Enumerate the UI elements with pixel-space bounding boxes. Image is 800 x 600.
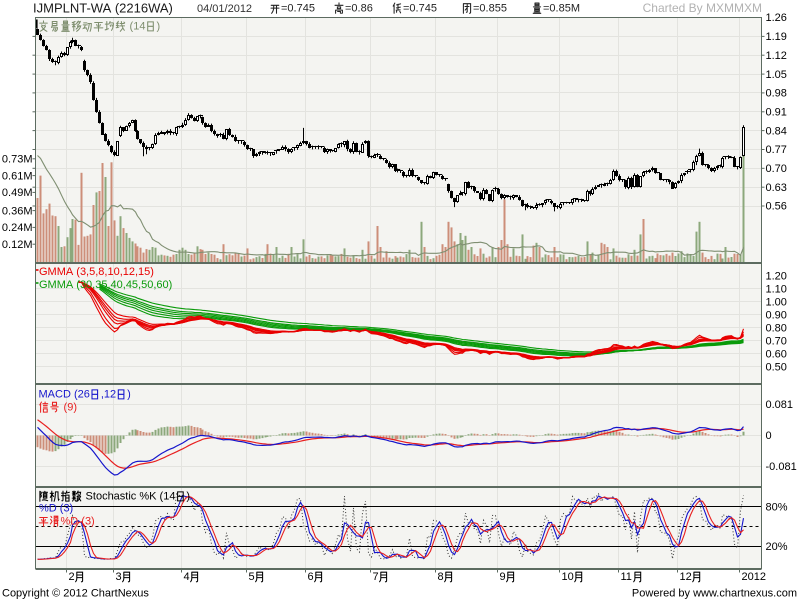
svg-text:04/01/2012: 04/01/2012 xyxy=(197,3,252,15)
svg-text:2012: 2012 xyxy=(742,571,766,583)
svg-text:%D (3): %D (3) xyxy=(39,503,73,515)
svg-text:): ) xyxy=(127,389,131,401)
svg-text:Copyright © 2012 ChartNexus: Copyright © 2012 ChartNexus xyxy=(2,588,149,600)
svg-text:1.05: 1.05 xyxy=(766,69,787,81)
svg-text:80%: 80% xyxy=(766,502,788,514)
svg-text:1.20: 1.20 xyxy=(766,270,787,282)
svg-text:(14: (14 xyxy=(127,21,146,33)
svg-text:=0.86: =0.86 xyxy=(345,3,373,15)
svg-text:20%: 20% xyxy=(766,541,788,553)
svg-text:%D (3): %D (3) xyxy=(61,516,95,528)
svg-text:(9): (9) xyxy=(61,402,78,414)
svg-text:8: 8 xyxy=(438,571,444,583)
svg-text:1.10: 1.10 xyxy=(766,283,787,295)
svg-text:Charted By MXMMXM: Charted By MXMMXM xyxy=(643,1,762,15)
svg-text:0.081: 0.081 xyxy=(766,399,794,411)
svg-text:11: 11 xyxy=(621,571,632,583)
svg-text:=0.745: =0.745 xyxy=(403,3,437,15)
svg-text:,12: ,12 xyxy=(101,389,116,401)
svg-text:MACD (26: MACD (26 xyxy=(39,389,90,401)
svg-text:): ) xyxy=(156,21,160,33)
svg-text:=0.85M: =0.85M xyxy=(543,3,580,15)
svg-text:0.56: 0.56 xyxy=(766,201,787,213)
svg-text:-0.081: -0.081 xyxy=(766,461,797,473)
svg-text:0.12M: 0.12M xyxy=(2,239,33,251)
svg-text:GMMA (3,5,8,10,12,15): GMMA (3,5,8,10,12,15) xyxy=(39,266,154,278)
svg-text:0.36M: 0.36M xyxy=(2,205,33,217)
svg-text:3: 3 xyxy=(116,571,122,583)
svg-text:=0.855: =0.855 xyxy=(473,3,507,15)
svg-text:0.60: 0.60 xyxy=(766,348,787,360)
svg-text:6: 6 xyxy=(308,571,314,583)
svg-text:12: 12 xyxy=(680,571,692,583)
svg-text:2: 2 xyxy=(69,571,75,583)
svg-text:0.50: 0.50 xyxy=(766,361,787,373)
svg-text:0.63: 0.63 xyxy=(766,182,787,194)
svg-text:=0.745: =0.745 xyxy=(281,3,315,15)
svg-text:Powered by www.chartnexus.com: Powered by www.chartnexus.com xyxy=(632,588,797,600)
svg-text:GMMA (30,35,40,45,50,60): GMMA (30,35,40,45,50,60) xyxy=(39,279,172,291)
svg-text:5: 5 xyxy=(249,571,255,583)
svg-text:): ) xyxy=(186,491,190,503)
svg-text:0.91: 0.91 xyxy=(766,106,787,118)
svg-text:IJMPLNT-WA (2216WA): IJMPLNT-WA (2216WA) xyxy=(33,1,173,16)
svg-text:0.84: 0.84 xyxy=(766,125,787,137)
svg-text:1.00: 1.00 xyxy=(766,296,787,308)
svg-text:Stochastic %K (14: Stochastic %K (14 xyxy=(83,491,176,503)
svg-text:0.80: 0.80 xyxy=(766,322,787,334)
svg-text:0: 0 xyxy=(766,430,772,442)
svg-text:4: 4 xyxy=(184,571,190,583)
svg-text:0.90: 0.90 xyxy=(766,309,787,321)
svg-text:0.70: 0.70 xyxy=(766,163,787,175)
svg-text:0.73M: 0.73M xyxy=(2,154,33,166)
svg-text:0.49M: 0.49M xyxy=(2,187,33,199)
svg-text:9: 9 xyxy=(500,571,506,583)
svg-text:0.98: 0.98 xyxy=(766,88,787,100)
svg-text:1.26: 1.26 xyxy=(766,12,787,24)
svg-text:1.19: 1.19 xyxy=(766,31,787,43)
svg-text:7: 7 xyxy=(373,571,379,583)
svg-text:10: 10 xyxy=(562,571,574,583)
svg-text:0.61M: 0.61M xyxy=(2,170,33,182)
svg-text:0.77: 0.77 xyxy=(766,144,787,156)
svg-text:0.24M: 0.24M xyxy=(2,222,33,234)
svg-text:1.12: 1.12 xyxy=(766,50,787,62)
svg-text:0.70: 0.70 xyxy=(766,335,787,347)
